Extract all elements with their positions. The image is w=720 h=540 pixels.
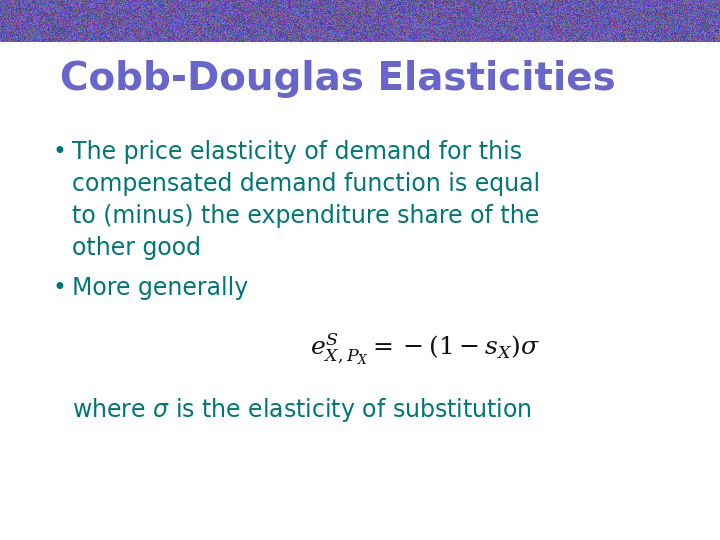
Text: The price elasticity of demand for this: The price elasticity of demand for this [72,140,522,164]
Text: other good: other good [72,236,201,260]
Text: Cobb-Douglas Elasticities: Cobb-Douglas Elasticities [60,60,616,98]
Text: •: • [52,140,66,164]
Text: More generally: More generally [72,276,248,300]
Text: where $\sigma$ is the elasticity of substitution: where $\sigma$ is the elasticity of subs… [72,396,532,424]
Text: compensated demand function is equal: compensated demand function is equal [72,172,540,196]
Text: •: • [52,276,66,300]
Text: $e^{S}_{X,P_X} = -(1-s_X)\sigma$: $e^{S}_{X,P_X} = -(1-s_X)\sigma$ [310,331,540,366]
Text: to (minus) the expenditure share of the: to (minus) the expenditure share of the [72,204,539,228]
